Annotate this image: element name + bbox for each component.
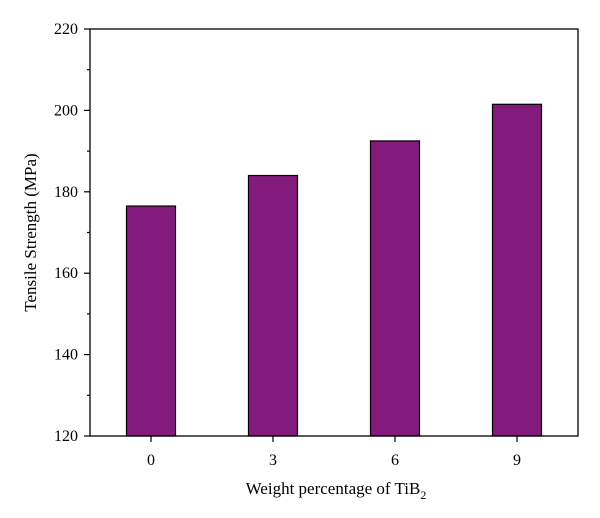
- x-axis-title-subscript: 2: [420, 488, 426, 502]
- bars-group: [125, 103, 543, 437]
- y-tick-label: 180: [54, 184, 78, 201]
- y-tick-label: 220: [54, 21, 78, 38]
- bar-6: [369, 140, 421, 437]
- y-tick-label: 200: [54, 102, 78, 119]
- x-axis-title-main: Weight percentage of TiB: [246, 479, 421, 498]
- x-tick-label: 0: [147, 452, 155, 469]
- x-axis-title: Weight percentage of TiB2: [246, 479, 427, 502]
- bar-0: [125, 205, 177, 437]
- x-tick-label: 3: [269, 452, 277, 469]
- y-tick-label: 160: [54, 265, 78, 282]
- y-tick-label: 120: [54, 428, 78, 445]
- x-tick-label: 6: [391, 452, 399, 469]
- y-axis-title: Tensile Strength (MPa): [21, 153, 40, 311]
- bar-9: [491, 103, 543, 437]
- plot-frame: [89, 28, 579, 437]
- x-tick-label: 9: [513, 452, 521, 469]
- y-tick-label: 140: [54, 347, 78, 364]
- x-axis-ticks: 0 3 6 9: [147, 436, 521, 469]
- y-axis-ticks: 120 140 160 180 200 220: [54, 21, 90, 445]
- bar-3: [247, 174, 299, 437]
